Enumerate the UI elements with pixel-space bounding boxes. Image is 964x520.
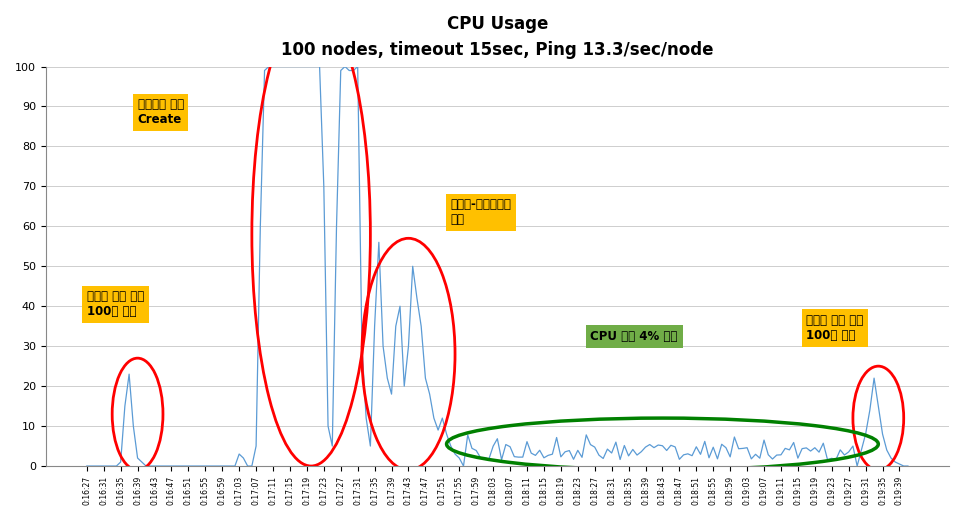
Text: 마스터-슬레이브간
싱크: 마스터-슬레이브간 싱크 <box>451 198 512 226</box>
Text: 레디스 서버 시작
100개 노드: 레디스 서버 시작 100개 노드 <box>87 290 144 318</box>
Text: 레디스 서버 종료
100개 노드: 레디스 서버 종료 100개 노드 <box>806 314 864 342</box>
Text: 클러스터 생성
Create: 클러스터 생성 Create <box>138 98 184 126</box>
Title: CPU Usage
100 nodes, timeout 15sec, Ping 13.3/sec/node: CPU Usage 100 nodes, timeout 15sec, Ping… <box>281 15 713 59</box>
Text: CPU 평균 4% 사용: CPU 평균 4% 사용 <box>591 330 678 343</box>
